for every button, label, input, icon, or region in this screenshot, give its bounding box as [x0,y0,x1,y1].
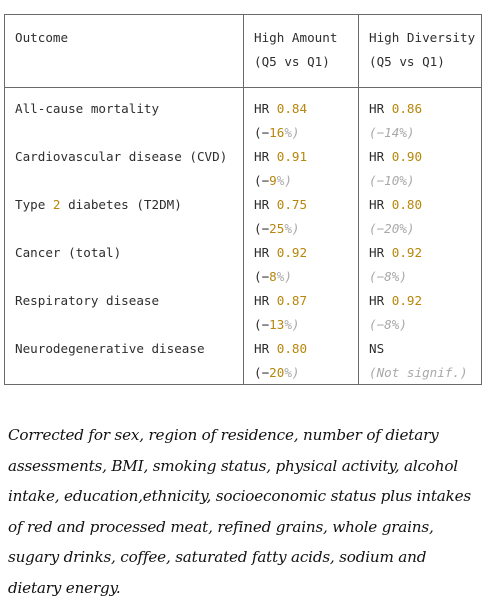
diversity-hr-value: 0.92 [391,245,423,260]
amount-hr: HR 0.84 [254,101,307,117]
hr-label: HR [254,101,270,116]
amount-pct-open: (− [254,365,270,380]
amount-pct-value: 8 [269,269,277,284]
amount-hr: HR 0.87 [254,293,307,309]
outcome-label-pre: Type [15,197,53,212]
table-right-border [481,14,482,385]
amount-pct-open: (− [254,317,270,332]
amount-pct-open: (− [254,221,270,236]
amount-pct-value: 9 [269,173,277,188]
amount-pct: (−13%) [254,317,300,333]
outcome-label-post: diabetes (T2DM) [60,197,182,212]
amount-pct-close: %) [284,221,300,236]
amount-pct-value: 13 [269,317,285,332]
amount-hr-value: 0.92 [276,245,308,260]
diversity-pct: (−8%) [369,317,407,332]
amount-hr-value: 0.84 [276,101,308,116]
column-divider-2 [358,14,359,385]
amount-hr: HR 0.80 [254,341,307,357]
amount-hr: HR 0.92 [254,245,307,261]
header-high-diversity-sub: (Q5 vs Q1) [369,54,445,69]
diversity-pct: (−14%) [369,125,415,140]
amount-hr: HR 0.75 [254,197,307,213]
hr-label: HR [254,197,270,212]
hr-label: HR [254,149,270,164]
amount-pct-close: %) [284,125,300,140]
amount-pct: (−9%) [254,173,292,189]
table-left-border [4,14,5,385]
outcome-label-num: 2 [52,197,61,212]
diversity-hr: HR 0.90 [369,149,422,165]
diversity-hr-value: 0.86 [391,101,423,116]
amount-pct-open: (− [254,269,270,284]
hr-label: HR [254,341,270,356]
hr-label: HR [254,293,270,308]
hr-label: HR [254,245,270,260]
amount-pct-value: 25 [269,221,285,236]
hr-label: HR [369,197,385,212]
amount-pct-close: %) [284,317,300,332]
amount-hr-value: 0.80 [276,341,308,356]
diversity-hr: HR 0.92 [369,293,422,309]
footnote: Corrected for sex, region of residence, … [8,426,472,597]
header-high-amount-sub: (Q5 vs Q1) [254,54,330,69]
amount-hr-value: 0.87 [276,293,308,308]
hr-label: HR [369,245,385,260]
diversity-hr-value: 0.92 [391,293,423,308]
amount-pct-close: %) [284,365,300,380]
diversity-hr: HR 0.86 [369,101,422,117]
hr-label: HR [369,149,385,164]
amount-hr: HR 0.91 [254,149,307,165]
diversity-pct: (Not signif.) [369,365,468,380]
diversity-pct: (−20%) [369,221,415,236]
amount-hr-value: 0.75 [276,197,308,212]
diversity-hr-value: 0.90 [391,149,423,164]
header-outcome: Outcome [15,30,69,45]
amount-pct-value: 20 [269,365,285,380]
amount-pct-close: %) [276,173,292,188]
diversity-ns: NS [369,341,385,356]
diversity-pct: (−10%) [369,173,415,188]
amount-pct-open: (− [254,125,270,140]
outcome-label: Respiratory disease [15,293,160,308]
amount-pct-close: %) [276,269,292,284]
amount-pct: (−20%) [254,365,300,381]
diversity-hr-value: 0.80 [391,197,423,212]
outcome-label: All-cause mortality [15,101,160,116]
amount-pct: (−16%) [254,125,300,141]
amount-pct-value: 16 [269,125,285,140]
header-high-amount: High Amount [254,30,338,45]
column-divider-1 [243,14,244,385]
diversity-hr: HR 0.80 [369,197,422,213]
hr-label: HR [369,101,385,116]
diversity-hr: HR 0.92 [369,245,422,261]
diversity-pct: (−8%) [369,269,407,284]
amount-pct: (−25%) [254,221,300,237]
amount-hr-value: 0.91 [276,149,308,164]
outcome-label: Cardiovascular disease (CVD) [15,149,228,164]
outcome-label: Type 2 diabetes (T2DM) [15,197,182,213]
amount-pct-open: (− [254,173,270,188]
outcome-label: Neurodegenerative disease [15,341,205,356]
results-table: Outcome High Amount (Q5 vs Q1) High Dive… [4,14,482,385]
amount-pct: (−8%) [254,269,292,285]
header-high-diversity: High Diversity [369,30,476,45]
outcome-label: Cancer (total) [15,245,122,260]
hr-label: HR [369,293,385,308]
